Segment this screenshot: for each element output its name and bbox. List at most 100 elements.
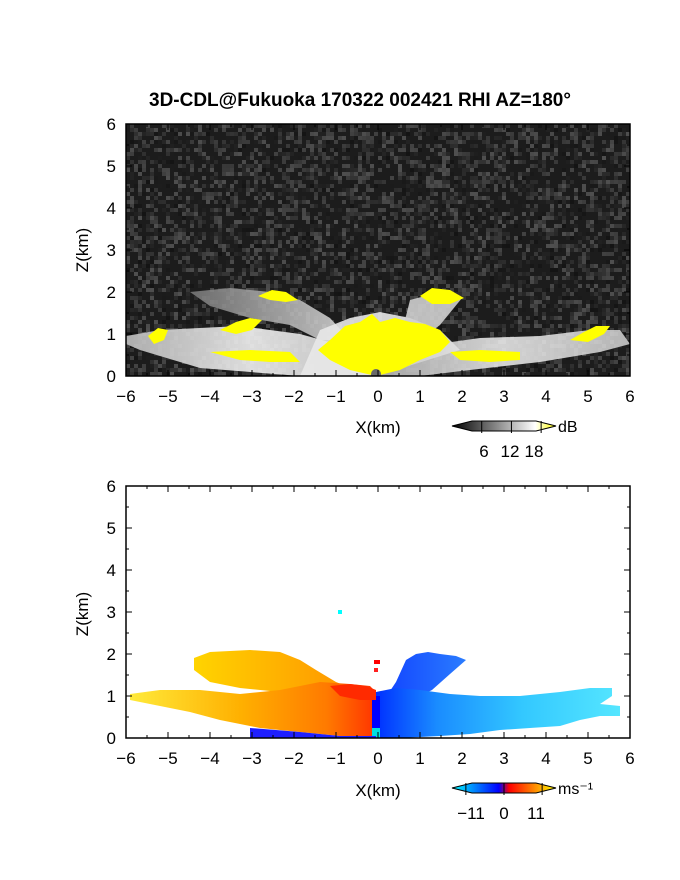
noise-pixel — [198, 316, 202, 320]
noise-pixel — [314, 184, 318, 188]
noise-pixel — [518, 320, 522, 324]
noise-pixel — [226, 172, 230, 176]
noise-pixel — [186, 300, 190, 304]
noise-pixel — [362, 144, 366, 148]
noise-pixel — [378, 180, 382, 184]
noise-pixel — [614, 316, 618, 320]
noise-pixel — [178, 228, 182, 232]
noise-pixel — [382, 292, 386, 296]
noise-pixel — [606, 284, 610, 288]
noise-pixel — [346, 252, 350, 256]
noise-pixel — [206, 260, 210, 264]
noise-pixel — [558, 260, 562, 264]
noise-pixel — [550, 284, 554, 288]
noise-pixel — [410, 272, 414, 276]
noise-pixel — [202, 256, 206, 260]
noise-pixel — [326, 136, 330, 140]
noise-pixel — [398, 292, 402, 296]
noise-pixel — [526, 216, 530, 220]
noise-pixel — [550, 204, 554, 208]
noise-pixel — [214, 172, 218, 176]
noise-pixel — [174, 304, 178, 308]
noise-pixel — [210, 272, 214, 276]
noise-pixel — [218, 216, 222, 220]
noise-pixel — [374, 132, 378, 136]
noise-pixel — [610, 148, 614, 152]
noise-pixel — [298, 160, 302, 164]
noise-pixel — [622, 300, 626, 304]
noise-pixel — [186, 296, 190, 300]
noise-pixel — [262, 152, 266, 156]
noise-pixel — [442, 160, 446, 164]
noise-pixel — [482, 372, 486, 376]
noise-pixel — [530, 320, 534, 324]
noise-pixel — [578, 300, 582, 304]
noise-pixel — [394, 188, 398, 192]
noise-pixel — [254, 216, 258, 220]
noise-pixel — [298, 228, 302, 232]
noise-pixel — [414, 144, 418, 148]
noise-pixel — [526, 148, 530, 152]
noise-pixel — [150, 268, 154, 272]
noise-pixel — [430, 192, 434, 196]
noise-pixel — [362, 228, 366, 232]
noise-pixel — [418, 208, 422, 212]
noise-pixel — [306, 244, 310, 248]
noise-pixel — [190, 252, 194, 256]
noise-pixel — [478, 284, 482, 288]
noise-pixel — [554, 148, 558, 152]
noise-pixel — [446, 268, 450, 272]
noise-pixel — [594, 184, 598, 188]
noise-pixel — [542, 212, 546, 216]
noise-pixel — [622, 276, 626, 280]
noise-pixel — [382, 268, 386, 272]
noise-pixel — [262, 164, 266, 168]
noise-pixel — [470, 168, 474, 172]
noise-pixel — [366, 188, 370, 192]
noise-pixel — [134, 304, 138, 308]
noise-pixel — [474, 216, 478, 220]
noise-pixel — [502, 184, 506, 188]
noise-pixel — [182, 368, 186, 372]
noise-pixel — [546, 304, 550, 308]
noise-pixel — [250, 220, 254, 224]
noise-pixel — [138, 268, 142, 272]
noise-pixel — [182, 268, 186, 272]
noise-pixel — [486, 248, 490, 252]
noise-pixel — [342, 200, 346, 204]
noise-pixel — [178, 148, 182, 152]
noise-pixel — [214, 220, 218, 224]
noise-pixel — [298, 296, 302, 300]
noise-pixel — [454, 216, 458, 220]
noise-pixel — [214, 320, 218, 324]
noise-pixel — [426, 156, 430, 160]
noise-pixel — [290, 280, 294, 284]
noise-pixel — [478, 180, 482, 184]
noise-pixel — [518, 364, 522, 368]
noise-pixel — [150, 172, 154, 176]
noise-pixel — [194, 320, 198, 324]
noise-pixel — [142, 260, 146, 264]
noise-pixel — [362, 300, 366, 304]
noise-pixel — [190, 204, 194, 208]
noise-pixel — [526, 328, 530, 332]
noise-pixel — [626, 188, 630, 192]
noise-pixel — [614, 248, 618, 252]
noise-pixel — [426, 208, 430, 212]
noise-pixel — [350, 188, 354, 192]
noise-pixel — [242, 284, 246, 288]
noise-pixel — [130, 316, 134, 320]
noise-pixel — [310, 144, 314, 148]
noise-pixel — [254, 148, 258, 152]
noise-pixel — [146, 188, 150, 192]
noise-pixel — [578, 296, 582, 300]
noise-pixel — [150, 188, 154, 192]
noise-pixel — [250, 212, 254, 216]
noise-pixel — [394, 312, 398, 316]
noise-pixel — [558, 300, 562, 304]
noise-pixel — [582, 236, 586, 240]
noise-pixel — [450, 172, 454, 176]
noise-pixel — [574, 140, 578, 144]
noise-pixel — [546, 288, 550, 292]
noise-pixel — [458, 164, 462, 168]
